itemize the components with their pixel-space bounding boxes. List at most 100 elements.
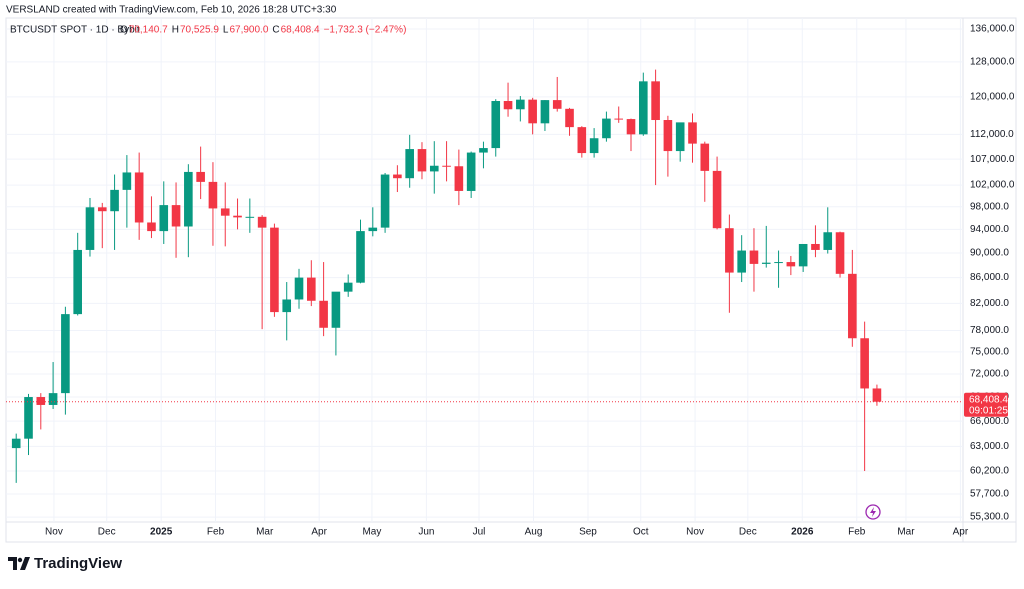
x-tick-label: Nov	[45, 527, 63, 538]
y-tick-label: 63,000.0	[970, 441, 1009, 452]
candle-body	[688, 122, 697, 144]
y-tick-label: 60,200.0	[970, 466, 1009, 477]
candle-body	[602, 118, 611, 139]
candle-body	[159, 205, 169, 232]
candle-body	[122, 172, 132, 190]
candle-body	[356, 231, 365, 283]
legend-value: 68,408.4	[281, 25, 320, 36]
candle-body	[626, 119, 636, 135]
header: VERSLAND created with TradingView.com, F…	[6, 5, 337, 16]
candle-body	[823, 232, 833, 250]
candle-body	[872, 388, 882, 402]
candle-body	[860, 338, 869, 389]
x-tick-label: Dec	[739, 527, 757, 538]
x-tick-label: Sep	[579, 527, 597, 538]
y-tick-label: 72,000.0	[970, 369, 1009, 380]
y-tick-label: 128,000.0	[970, 57, 1015, 68]
overlay: 68,408.409:01:25	[6, 392, 1008, 417]
candle-body	[343, 282, 353, 292]
candle-body	[196, 171, 205, 182]
candle-body	[134, 172, 144, 223]
symbol-title: BTCUSDT SPOT · 1D · Bybit	[10, 25, 140, 36]
x-tick-label: Feb	[848, 527, 866, 538]
candle-body	[220, 208, 230, 216]
candle-body	[651, 81, 660, 121]
footer-logo-text[interactable]: TradingView	[34, 555, 122, 572]
grid: 136,000.0 128,000.0 120,000.0 112,000.0 107,…	[6, 18, 1015, 538]
legend: BTCUSDT SPOT · 1D · Bybit O 70,140.7 H 70,5…	[10, 25, 406, 36]
candle-body	[147, 222, 156, 232]
candle-body	[97, 207, 107, 212]
x-tick-label: Apr	[311, 527, 327, 538]
legend-value: 70,140.7	[129, 25, 168, 36]
y-tick-label: 120,000.0	[970, 92, 1015, 103]
candle-body	[429, 165, 439, 172]
candle-body	[405, 149, 414, 179]
x-tick-label: Mar	[897, 527, 915, 538]
candle-body	[577, 127, 587, 154]
y-tick-label: 86,000.0	[970, 272, 1009, 283]
y-tick-label: 57,700.0	[970, 489, 1009, 500]
candle-body	[491, 101, 501, 149]
candle-body	[614, 118, 624, 120]
y-tick-label: 112,000.0	[970, 129, 1014, 140]
y-tick-label: 82,000.0	[970, 298, 1009, 309]
y-tick-label: 102,000.0	[970, 180, 1015, 191]
legend-key: H	[172, 25, 179, 36]
chart-frame	[5, 17, 1017, 543]
y-tick-label: 107,000.0	[970, 154, 1015, 165]
y-tick-label: 55,300.0	[970, 512, 1009, 523]
candle-body	[380, 174, 390, 228]
x-tick-label: Jul	[473, 527, 486, 538]
x-tick-label: Aug	[525, 527, 543, 538]
candle-body	[835, 232, 845, 274]
candle-body	[552, 100, 562, 109]
candle-body	[85, 207, 95, 250]
candle-body	[110, 189, 119, 212]
candle-body	[171, 205, 181, 227]
candle-body	[454, 166, 464, 191]
candle-body	[184, 171, 193, 227]
legend-value: 67,900.0	[229, 25, 268, 36]
candle-body	[589, 138, 599, 154]
x-tick-label: 2025	[150, 527, 173, 538]
footer-logo[interactable]: TradingView	[8, 555, 122, 572]
candle-body	[638, 81, 648, 135]
candle-body	[61, 314, 70, 394]
candles	[11, 69, 882, 483]
candle-body	[442, 165, 451, 167]
candle-body	[528, 99, 537, 124]
candle-body	[503, 101, 513, 110]
candle-body	[466, 152, 476, 191]
candle-body	[307, 277, 316, 301]
candle-body	[811, 243, 820, 250]
y-tick-label: 90,000.0	[970, 248, 1009, 259]
last-price-label: 68,408.4	[969, 394, 1008, 405]
candle-body	[774, 262, 783, 264]
y-tick-label: 136,000.0	[970, 24, 1015, 35]
candle-body	[208, 181, 218, 209]
candle-body	[294, 277, 304, 300]
x-tick-label: Feb	[207, 527, 225, 538]
candle-body	[479, 148, 488, 153]
candle-body	[700, 143, 710, 171]
candle-body	[565, 108, 574, 128]
y-tick-label: 66,000.0	[970, 416, 1009, 427]
candle-body	[257, 216, 267, 228]
candle-body	[798, 243, 808, 267]
candle-body	[417, 149, 427, 172]
legend-key: L	[223, 25, 229, 36]
x-tick-label: Mar	[256, 527, 274, 538]
last-price-box	[964, 392, 1008, 417]
candle-body	[540, 100, 550, 124]
y-tick-label: 75,000.0	[970, 346, 1009, 357]
legend-values: O 70,140.7 H 70,525.9 L 67,900.0 C 68,408.4 −1,7…	[120, 25, 406, 36]
x-tick-label: Apr	[953, 527, 969, 538]
candle-body	[663, 120, 673, 152]
alert-icon[interactable]	[865, 504, 881, 520]
x-tick-label: Nov	[686, 527, 704, 538]
candle-body	[24, 397, 33, 439]
legend-key: O	[120, 25, 128, 36]
legend-change: −1,732.3 (−2.47%)	[324, 25, 407, 36]
